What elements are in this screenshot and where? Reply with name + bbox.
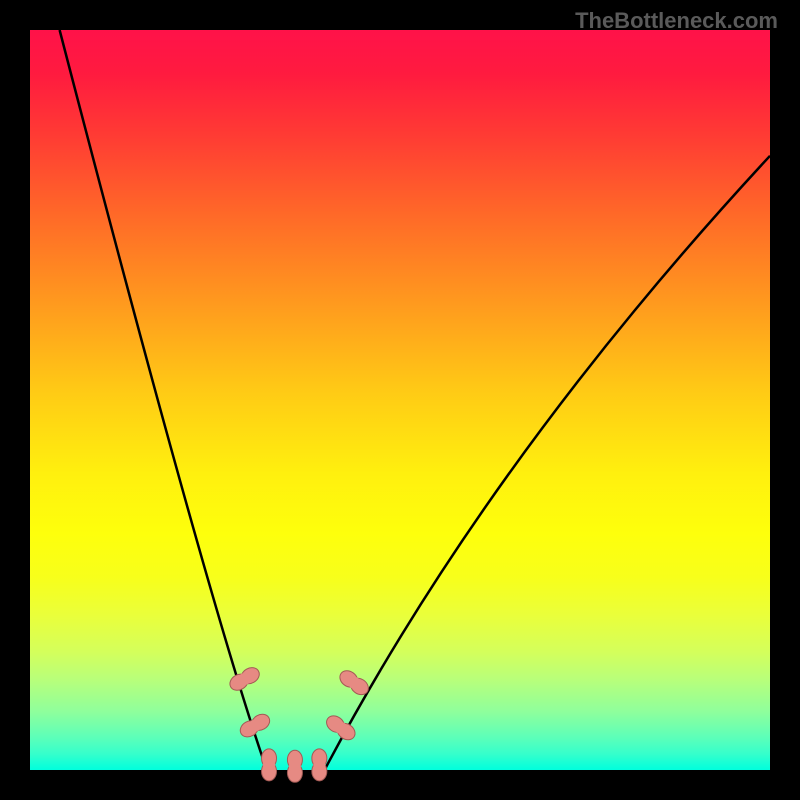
watermark-text: TheBottleneck.com <box>575 8 778 34</box>
curves-layer <box>30 30 770 770</box>
plot-area <box>30 30 770 770</box>
bottleneck-marker <box>287 750 302 782</box>
bottleneck-marker <box>262 749 277 781</box>
right-curve <box>325 156 770 770</box>
bottleneck-marker <box>227 664 262 693</box>
bottleneck-marker <box>337 667 372 698</box>
left-curve <box>60 30 267 770</box>
bottleneck-marker <box>312 749 327 781</box>
